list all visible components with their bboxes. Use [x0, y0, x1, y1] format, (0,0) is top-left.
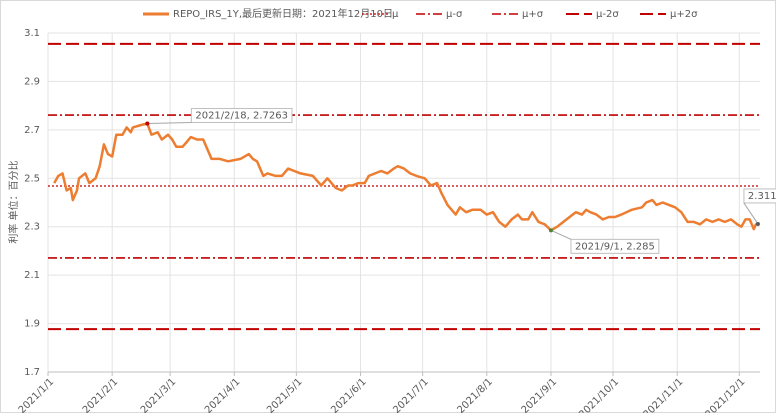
legend-label: μ-2σ: [596, 9, 619, 20]
y-tick-label: 1.7: [24, 367, 40, 378]
annotation-leader: [550, 229, 572, 240]
annotation-point: [145, 121, 150, 126]
y-tick-label: 2.9: [24, 76, 40, 87]
annotation-point: [548, 228, 553, 233]
annotation-label: 2.3114: [748, 191, 776, 202]
annotation-label: 2021/2/18, 2.7263: [195, 110, 288, 121]
legend-label: μ+2σ: [670, 9, 698, 20]
y-axis-label: 利率 单位：百分比: [7, 160, 20, 243]
annotation-label: 2021/9/1, 2.285: [575, 241, 655, 252]
annotation-box: [743, 188, 776, 204]
annotation-box: [190, 107, 293, 123]
y-tick-label: 2.3: [24, 222, 40, 233]
y-tick-label: 2.7: [24, 125, 40, 136]
legend-label: μ: [392, 9, 399, 20]
annotation-point: [755, 221, 760, 226]
y-tick-label: 2.1: [24, 270, 40, 281]
y-tick-label: 3.1: [24, 28, 40, 39]
annotation-box: [570, 238, 660, 254]
annotation-leader: [743, 202, 759, 225]
legend-label: REPO_IRS_1Y,最后更新日期：2021年12月10日: [173, 7, 393, 20]
legend-label: μ-σ: [446, 9, 463, 20]
y-tick-label: 1.9: [24, 319, 40, 330]
y-tick-label: 2.5: [24, 173, 40, 184]
annotation-leader: [147, 121, 192, 124]
legend-label: μ+σ: [522, 9, 544, 20]
